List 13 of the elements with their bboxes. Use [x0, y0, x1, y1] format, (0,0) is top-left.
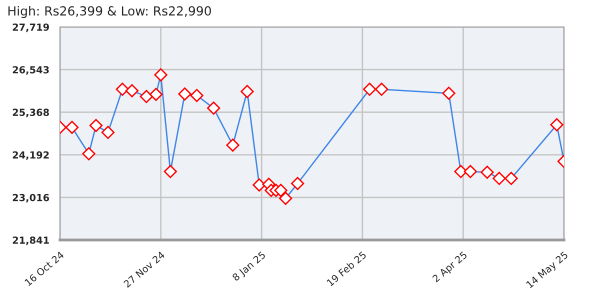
- x-tick-label: 16 Oct 24: [24, 250, 64, 286]
- x-tick-label: 8 Jan 25: [232, 251, 267, 283]
- x-tick-label: 27 Nov 24: [123, 250, 166, 288]
- chart-title: High: Rs26,399 & Low: Rs22,990: [8, 6, 211, 18]
- y-tick-label: 21,841: [12, 236, 49, 246]
- y-tick-label: 27,719: [12, 23, 49, 32]
- y-tick-label: 24,192: [12, 151, 49, 160]
- y-tick-label: 25,368: [12, 108, 49, 118]
- x-tick-label: 2 Apr 25: [432, 251, 469, 284]
- x-tick-label: 19 Feb 25: [326, 250, 367, 286]
- x-tick-label: 14 May 25: [526, 251, 570, 290]
- y-tick-label: 23,016: [12, 194, 50, 202]
- y-tick-label: 26,543: [12, 66, 49, 75]
